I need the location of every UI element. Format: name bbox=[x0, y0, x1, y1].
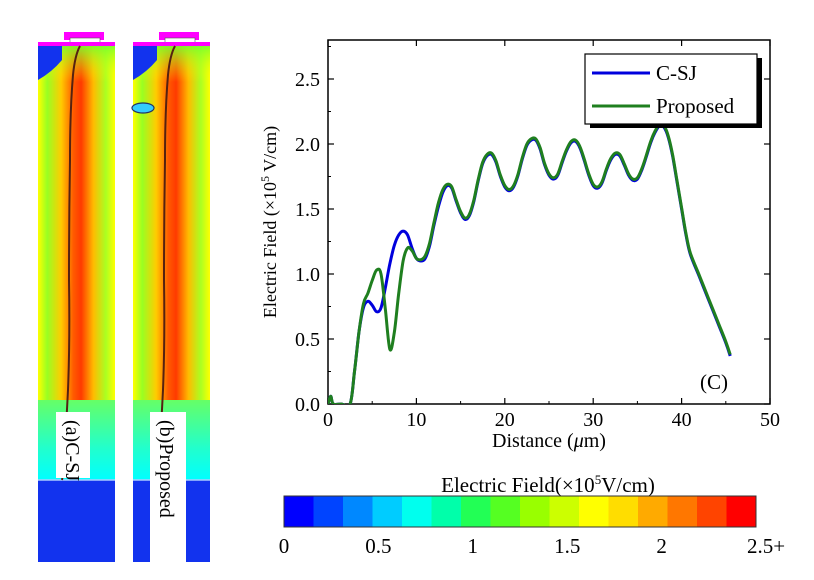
x-axis-label: Distance (μm) bbox=[492, 430, 606, 452]
y-tick-label: 0.5 bbox=[295, 329, 320, 351]
x-axis-label-suffix: m) bbox=[584, 430, 606, 452]
y-axis-label-prefix: Electric Field (×10 bbox=[260, 182, 281, 318]
x-tick-label: 30 bbox=[583, 409, 603, 431]
x-tick-label: 50 bbox=[760, 409, 780, 431]
y-tick-label: 1.5 bbox=[295, 199, 320, 221]
line-chart: 0.0 0.5 1.0 1.5 2.0 2.5 0 10 20 30 40 50 C-SJ Prop… bbox=[258, 39, 780, 452]
colorbar-cell bbox=[520, 496, 550, 527]
x-tick-label: 40 bbox=[672, 409, 692, 431]
x-axis-label-prefix: Distance ( bbox=[492, 430, 574, 452]
colorbar-ticks: 0 0.5 1 1.5 2 2.5+ bbox=[279, 534, 785, 558]
colorbar-cell bbox=[608, 496, 639, 527]
colorbar-title: Electric Field(×105V/cm) bbox=[441, 472, 655, 497]
series-line-proposed bbox=[328, 122, 732, 404]
colorbar-cell bbox=[697, 496, 727, 527]
panel-label-box bbox=[56, 412, 90, 478]
y-tick-label: 2.0 bbox=[295, 134, 320, 156]
colorbar: Electric Field(×105V/cm) 0 0.5 1 1.5 2 2.5+ bbox=[279, 472, 785, 558]
colorbar-tick-label: 0 bbox=[279, 534, 290, 558]
y-tick-label: 1.0 bbox=[295, 264, 320, 286]
colorbar-title-prefix: Electric Field(×10 bbox=[441, 473, 595, 497]
x-tick-label: 0 bbox=[323, 409, 333, 431]
colorbar-tick-label: 1 bbox=[468, 534, 479, 558]
legend-box bbox=[584, 53, 758, 125]
y-axis-label-suffix: V/cm) bbox=[260, 126, 281, 176]
colorbar-cell bbox=[638, 496, 668, 527]
colorbar-cell bbox=[726, 496, 757, 527]
depletion-pocket bbox=[131, 102, 155, 114]
colorbar-tick-label: 2 bbox=[656, 534, 667, 558]
colorbar-title-suffix: V/cm) bbox=[601, 473, 655, 497]
colorbar-cell bbox=[667, 496, 698, 527]
colorbar-cell bbox=[402, 496, 432, 527]
y-axis-label: Electric Field (×105 V/cm) bbox=[258, 126, 281, 318]
y-tick-label: 0.0 bbox=[295, 394, 320, 416]
legend: C-SJ Proposed bbox=[584, 53, 762, 128]
panel-label-a: (a)C-SJ bbox=[61, 420, 83, 481]
colorbar-cells bbox=[284, 496, 757, 527]
colorbar-cell bbox=[490, 496, 521, 527]
device-gate-contact bbox=[159, 32, 199, 40]
series-lines bbox=[328, 122, 732, 404]
series-line-c-sj bbox=[328, 123, 732, 404]
colorbar-cell bbox=[372, 496, 403, 527]
device-gate-contact bbox=[64, 32, 104, 40]
colorbar-cell bbox=[431, 496, 462, 527]
colorbar-tick-label: 0.5 bbox=[365, 534, 391, 558]
colorbar-cell bbox=[579, 496, 609, 527]
y-axis-ticks: 0.0 0.5 1.0 1.5 2.0 2.5 bbox=[295, 46, 770, 416]
y-axis-label-exp: 5 bbox=[258, 176, 272, 182]
panel-label-b: (b)Proposed bbox=[155, 420, 177, 518]
device-panel-a: (a)C-SJ bbox=[38, 32, 115, 562]
device-source-metal bbox=[133, 42, 210, 46]
y-tick-label: 2.5 bbox=[295, 69, 320, 91]
legend-label-c-sj: C-SJ bbox=[656, 61, 697, 85]
colorbar-tick-label: 1.5 bbox=[554, 534, 580, 558]
chart-panel-label: (C) bbox=[700, 370, 728, 394]
colorbar-cell bbox=[461, 496, 491, 527]
colorbar-cell bbox=[313, 496, 344, 527]
legend-label-proposed: Proposed bbox=[656, 94, 735, 118]
device-top-left-region bbox=[38, 46, 62, 80]
colorbar-tick-label: 2.5+ bbox=[747, 534, 785, 558]
device-top-left-region bbox=[133, 46, 157, 80]
colorbar-cell bbox=[549, 496, 580, 527]
colorbar-title-exp: 5 bbox=[595, 472, 602, 487]
colorbar-frame bbox=[283, 495, 757, 528]
device-substrate bbox=[38, 480, 115, 562]
x-axis-ticks: 0 10 20 30 40 50 bbox=[323, 40, 780, 431]
x-tick-label: 10 bbox=[406, 409, 426, 431]
x-tick-label: 20 bbox=[495, 409, 515, 431]
colorbar-cell bbox=[343, 496, 373, 527]
x-axis-label-mu: μ bbox=[573, 430, 584, 452]
panel-label-box bbox=[150, 412, 186, 562]
colorbar-cell bbox=[284, 496, 314, 527]
device-panel-b: (b)Proposed bbox=[131, 32, 210, 562]
device-source-metal bbox=[38, 42, 115, 46]
